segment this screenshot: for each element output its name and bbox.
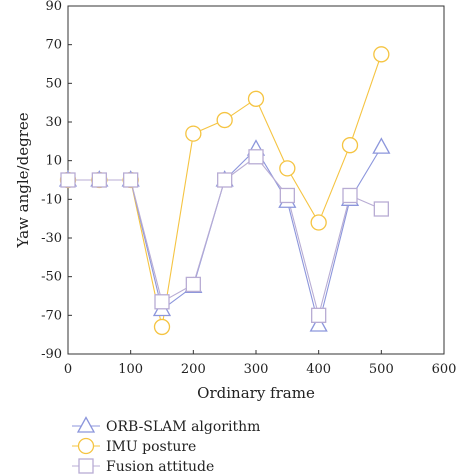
y-tick-label: -90 xyxy=(41,347,62,362)
x-tick-label: 400 xyxy=(306,362,331,377)
data-point-square xyxy=(154,294,170,310)
data-point-circle xyxy=(279,160,296,177)
data-point-circle xyxy=(216,111,233,129)
y-tick-label: 10 xyxy=(45,154,62,169)
axis-ticks: 0 100 200 300 400 500 600 90 70 50 30 10 -10 -30 -50 -7… xyxy=(41,0,456,377)
y-tick-label: 90 xyxy=(45,0,62,14)
x-tick-label: 200 xyxy=(181,362,206,377)
data-point-square xyxy=(185,276,201,293)
y-axis-title: Yaw angle/degree xyxy=(14,112,32,248)
y-tick-label: -30 xyxy=(41,231,62,246)
data-point-square xyxy=(248,149,264,165)
data-point-square xyxy=(217,172,233,188)
legend-label: ORB-SLAM algorithm xyxy=(106,419,260,435)
data-point-circle xyxy=(185,125,202,142)
x-tick-label: 600 xyxy=(432,362,457,377)
y-tick-label: 30 xyxy=(45,115,62,130)
y-tick-label: -50 xyxy=(41,270,62,285)
legend-label: Fusion attitude xyxy=(106,459,214,474)
data-point-square xyxy=(91,172,107,188)
data-point-square xyxy=(373,201,389,217)
x-tick-label: 0 xyxy=(64,362,72,377)
data-point-circle xyxy=(153,318,171,336)
legend-marker-triangle xyxy=(76,416,96,433)
data-point-circle xyxy=(373,46,390,63)
data-point-square xyxy=(311,307,327,323)
legend: ORB-SLAM algorithm IMU posture Fusion atti… xyxy=(72,416,260,474)
data-point-circle xyxy=(310,214,327,231)
data-point-triangle xyxy=(372,137,391,154)
legend-marker-circle xyxy=(77,437,95,455)
series-lines xyxy=(68,54,382,328)
legend-marker-square xyxy=(78,458,94,474)
data-point-square xyxy=(123,172,139,188)
data-point-circle xyxy=(247,90,265,107)
legend-label: IMU posture xyxy=(106,439,196,455)
y-tick-label: -70 xyxy=(41,308,62,323)
y-tick-label: 70 xyxy=(45,38,62,53)
x-tick-label: 500 xyxy=(369,362,394,377)
x-axis-title: Ordinary frame xyxy=(197,384,315,402)
series-line-circle xyxy=(68,54,382,328)
series-markers xyxy=(58,46,391,336)
x-tick-label: 300 xyxy=(244,362,269,377)
y-tick-label: -10 xyxy=(41,192,62,207)
data-point-circle xyxy=(341,137,359,154)
data-point-triangle xyxy=(309,315,328,332)
y-tick-label: 50 xyxy=(45,76,62,91)
x-tick-label: 100 xyxy=(118,362,143,377)
data-point-square xyxy=(60,172,76,188)
data-point-square xyxy=(342,187,358,204)
data-point-square xyxy=(279,187,295,204)
